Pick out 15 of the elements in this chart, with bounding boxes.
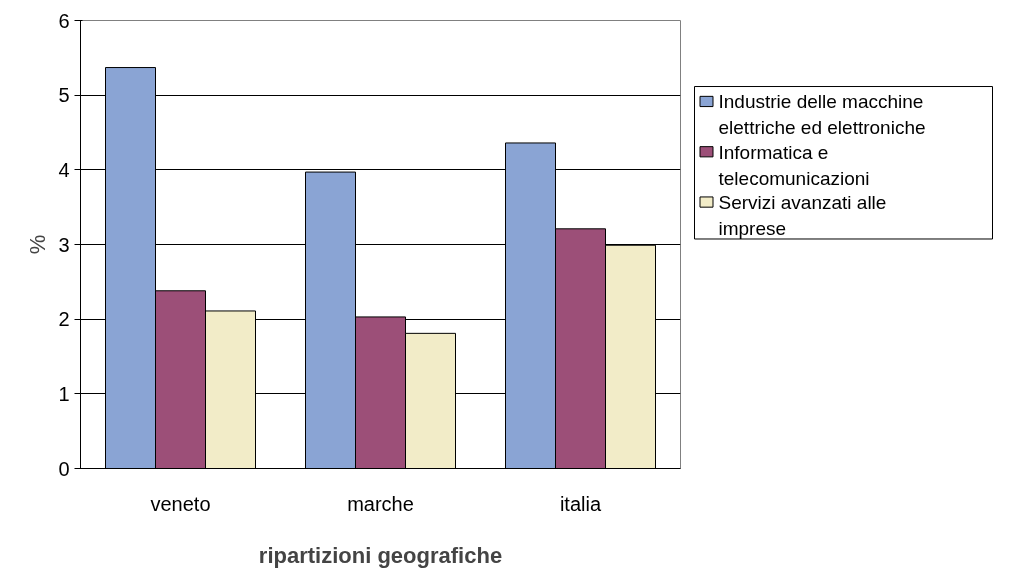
y-tick-label: 2 (58, 308, 70, 331)
legend-label: Servizi avanzati alle imprese (718, 191, 887, 240)
x-tick-label: italia (559, 492, 602, 515)
legend-label: Informatica e telecomunicazioni (718, 141, 870, 189)
y-tick-label: 3 (58, 233, 70, 256)
y-tick-label: 4 (58, 158, 70, 181)
x-tick-label: marche (347, 492, 414, 515)
x-tick-label: veneto (150, 492, 211, 515)
y-tick-label: 5 (58, 84, 70, 107)
y-tick-label: 0 (58, 457, 70, 480)
y-tick-label: 1 (58, 382, 70, 405)
y-tick-label: 6 (58, 9, 70, 32)
legend-label: Industrie delle macchine elettriche ed elettroniche (718, 91, 926, 139)
y-axis-title: % (25, 234, 51, 255)
x-axis-title: ripartizioni geografiche (258, 542, 503, 568)
